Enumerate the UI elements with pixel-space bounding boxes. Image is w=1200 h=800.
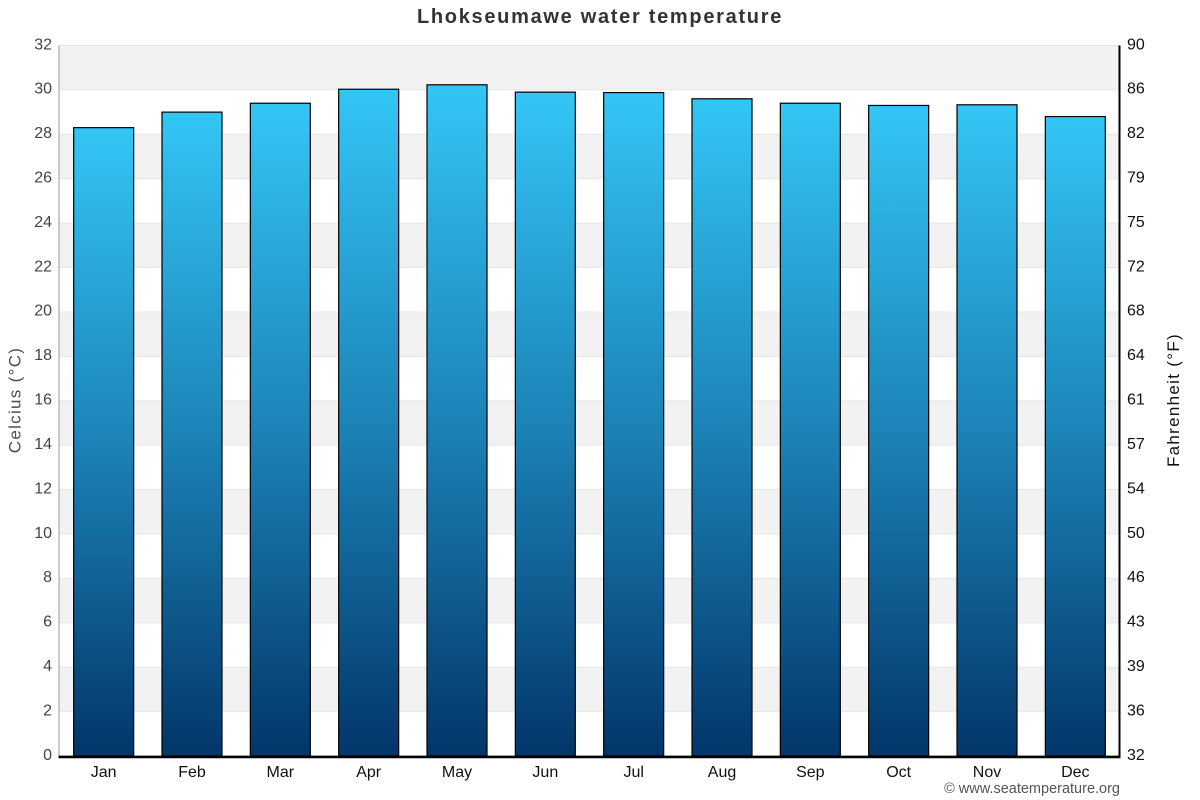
svg-text:4: 4	[43, 658, 52, 675]
svg-text:14: 14	[34, 436, 52, 453]
svg-text:Celcius (°C): Celcius (°C)	[6, 347, 25, 453]
svg-text:50: 50	[1127, 525, 1145, 542]
svg-text:Dec: Dec	[1061, 764, 1089, 781]
svg-text:Aug: Aug	[708, 764, 736, 781]
svg-text:28: 28	[34, 125, 52, 142]
svg-text:24: 24	[34, 214, 52, 231]
svg-text:10: 10	[34, 525, 52, 542]
svg-text:8: 8	[43, 569, 52, 586]
svg-text:32: 32	[1127, 747, 1145, 764]
svg-text:May: May	[442, 764, 472, 781]
svg-text:20: 20	[34, 303, 52, 320]
svg-text:79: 79	[1127, 170, 1145, 187]
svg-text:6: 6	[43, 614, 52, 631]
svg-text:64: 64	[1127, 347, 1145, 364]
svg-text:Fahrenheit (°F): Fahrenheit (°F)	[1164, 333, 1183, 467]
svg-text:Sep: Sep	[796, 764, 825, 781]
svg-text:Lhokseumawe water temperature: Lhokseumawe water temperature	[417, 6, 783, 28]
svg-text:16: 16	[34, 392, 52, 409]
svg-text:0: 0	[43, 747, 52, 764]
svg-text:22: 22	[34, 258, 52, 275]
svg-text:72: 72	[1127, 258, 1145, 275]
svg-text:Oct: Oct	[886, 764, 911, 781]
svg-text:57: 57	[1127, 436, 1145, 453]
svg-text:61: 61	[1127, 392, 1145, 409]
svg-text:© www.seatemperature.org: © www.seatemperature.org	[944, 781, 1120, 797]
svg-text:Jun: Jun	[532, 764, 558, 781]
svg-text:18: 18	[34, 347, 52, 364]
svg-text:Nov: Nov	[973, 764, 1001, 781]
svg-text:12: 12	[34, 480, 52, 497]
svg-text:75: 75	[1127, 214, 1145, 231]
svg-text:43: 43	[1127, 614, 1145, 631]
svg-text:30: 30	[34, 81, 52, 98]
svg-text:46: 46	[1127, 569, 1145, 586]
svg-text:82: 82	[1127, 125, 1145, 142]
svg-text:Jan: Jan	[91, 764, 117, 781]
svg-text:36: 36	[1127, 702, 1145, 719]
svg-text:Mar: Mar	[267, 764, 295, 781]
svg-text:68: 68	[1127, 303, 1145, 320]
svg-text:Feb: Feb	[178, 764, 206, 781]
svg-text:90: 90	[1127, 36, 1145, 53]
svg-text:86: 86	[1127, 81, 1145, 98]
svg-text:32: 32	[34, 36, 52, 53]
svg-text:Jul: Jul	[623, 764, 643, 781]
svg-text:26: 26	[34, 170, 52, 187]
svg-text:39: 39	[1127, 658, 1145, 675]
svg-text:2: 2	[43, 702, 52, 719]
svg-text:Apr: Apr	[356, 764, 382, 781]
svg-text:54: 54	[1127, 480, 1145, 497]
